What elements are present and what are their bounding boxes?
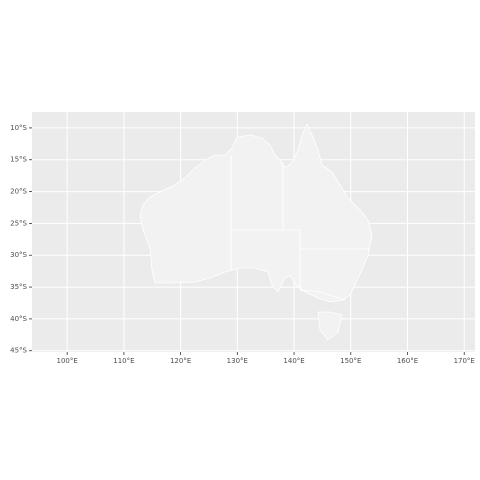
- border: [299, 289, 346, 301]
- y-tick-label: 25°S: [10, 219, 27, 227]
- x-tick-label: 120°E: [170, 357, 191, 365]
- x-tick-label: 150°E: [340, 357, 361, 365]
- mainland: [139, 123, 373, 303]
- landmass: [139, 123, 373, 341]
- y-tick-label: 10°S: [10, 124, 27, 132]
- y-tick-label: 20°S: [10, 188, 27, 196]
- y-tick-label: 35°S: [10, 283, 27, 291]
- tasmania: [317, 311, 343, 341]
- x-tick-label: 170°E: [454, 357, 475, 365]
- x-tick-label: 140°E: [283, 357, 304, 365]
- x-tick-label: 160°E: [397, 357, 418, 365]
- y-tick-label: 45°S: [10, 347, 27, 355]
- x-tick-label: 110°E: [113, 357, 134, 365]
- x-tick-label: 100°E: [57, 357, 78, 365]
- y-tick-label: 40°S: [10, 315, 27, 323]
- y-tick-label: 15°S: [10, 156, 27, 164]
- x-tick-label: 130°E: [227, 357, 248, 365]
- state-borders: [230, 155, 369, 301]
- y-tick-label: 30°S: [10, 251, 27, 259]
- axes: 100°E 110°E 120°E 130°E 140°E 150°E 160°E 170°E…: [10, 124, 475, 365]
